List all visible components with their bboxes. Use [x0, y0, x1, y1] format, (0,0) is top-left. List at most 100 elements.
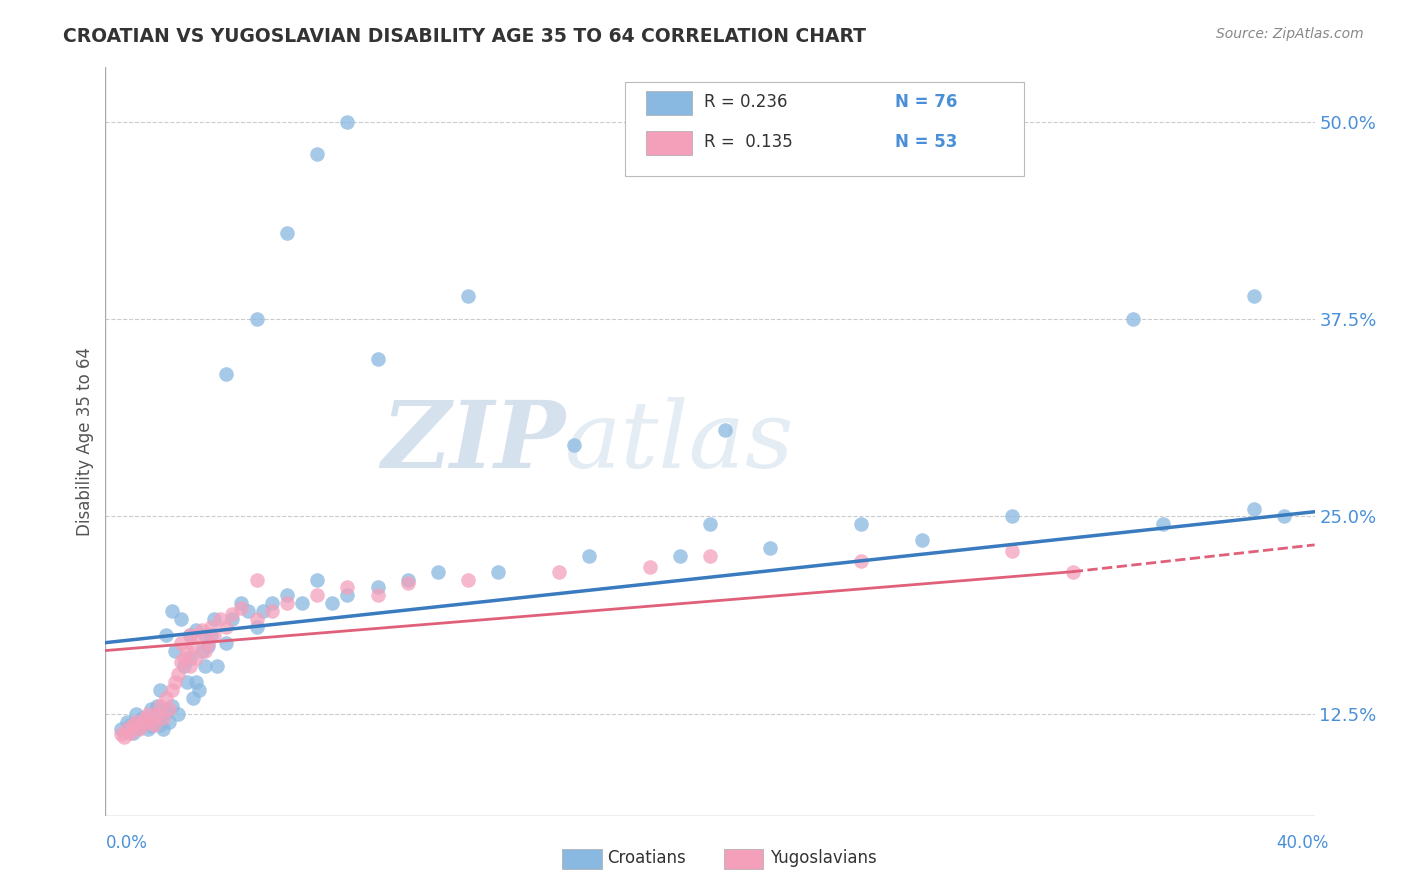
Point [163, 643, 186, 657]
Text: ZIP: ZIP [381, 397, 565, 486]
Point [176, 675, 198, 690]
Point [236, 604, 259, 618]
Point [124, 714, 148, 729]
Point [1274, 509, 1296, 524]
Point [197, 639, 219, 653]
Point [911, 533, 934, 548]
Point [548, 565, 571, 579]
Point [307, 573, 329, 587]
Point [276, 596, 298, 610]
Point [149, 717, 172, 731]
Point [157, 714, 180, 729]
Point [115, 714, 138, 729]
Point [134, 711, 156, 725]
Text: 40.0%: 40.0% [1277, 834, 1329, 852]
Point [336, 115, 359, 129]
Point [170, 655, 193, 669]
Point [427, 565, 450, 579]
Point [131, 717, 153, 731]
Point [186, 651, 208, 665]
Point [1243, 288, 1265, 302]
Point [128, 723, 150, 737]
Point [246, 312, 269, 326]
Point [215, 635, 238, 649]
Point [396, 575, 419, 590]
Point [197, 635, 219, 649]
Point [849, 554, 872, 568]
Point [276, 588, 298, 602]
Point [699, 517, 721, 532]
Text: R = 0.236: R = 0.236 [704, 93, 787, 112]
Point [188, 683, 211, 698]
Point [200, 620, 222, 634]
Point [124, 706, 148, 721]
Point [215, 620, 238, 634]
Point [1001, 509, 1024, 524]
Point [118, 717, 141, 731]
Point [186, 628, 208, 642]
Point [146, 706, 169, 721]
Point [191, 623, 214, 637]
Point [260, 596, 283, 610]
Text: CROATIAN VS YUGOSLAVIAN DISABILITY AGE 35 TO 64 CORRELATION CHART: CROATIAN VS YUGOSLAVIAN DISABILITY AGE 3… [63, 27, 866, 45]
Point [186, 623, 208, 637]
Point [215, 368, 238, 382]
Point [194, 628, 217, 642]
Point [170, 635, 193, 649]
Point [562, 438, 585, 452]
Point [699, 549, 721, 563]
Point [246, 620, 269, 634]
Point [134, 716, 156, 731]
Point [246, 612, 269, 626]
Point [163, 675, 186, 690]
Bar [645, 130, 692, 154]
Point [121, 725, 143, 739]
Point [366, 351, 388, 366]
Point [307, 588, 329, 602]
Point [200, 628, 222, 642]
Text: Croatians: Croatians [607, 849, 686, 867]
Point [128, 721, 150, 735]
Point [170, 612, 193, 626]
Point [336, 581, 359, 595]
Point [152, 723, 174, 737]
Text: Yugoslavians: Yugoslavians [770, 849, 877, 867]
Point [136, 723, 159, 737]
Point [291, 596, 314, 610]
Point [276, 226, 298, 240]
Point [131, 711, 153, 725]
Point [714, 423, 737, 437]
Point [173, 651, 195, 665]
Point [167, 706, 190, 721]
Point [1243, 501, 1265, 516]
Point [1062, 565, 1084, 579]
Point [157, 702, 180, 716]
Point [669, 549, 692, 563]
Point [149, 683, 172, 698]
Point [231, 596, 253, 610]
Text: Source: ZipAtlas.com: Source: ZipAtlas.com [1216, 27, 1364, 41]
Point [179, 628, 201, 642]
Text: atlas: atlas [565, 397, 794, 486]
Text: N = 76: N = 76 [896, 93, 957, 112]
Point [160, 683, 183, 698]
Point [121, 717, 143, 731]
Point [155, 705, 177, 719]
Point [160, 604, 183, 618]
Point [207, 659, 229, 673]
Y-axis label: Disability Age 35 to 64: Disability Age 35 to 64 [76, 347, 94, 536]
Point [139, 702, 162, 716]
Text: R =  0.135: R = 0.135 [704, 133, 793, 151]
Point [221, 607, 243, 622]
Point [181, 639, 204, 653]
Text: 0.0%: 0.0% [105, 834, 148, 852]
Point [110, 723, 132, 737]
Point [124, 717, 148, 731]
Point [252, 604, 274, 618]
Point [167, 667, 190, 681]
FancyBboxPatch shape [626, 82, 1025, 176]
Point [181, 690, 204, 705]
Point [194, 643, 217, 657]
Point [176, 643, 198, 657]
Point [160, 698, 183, 713]
